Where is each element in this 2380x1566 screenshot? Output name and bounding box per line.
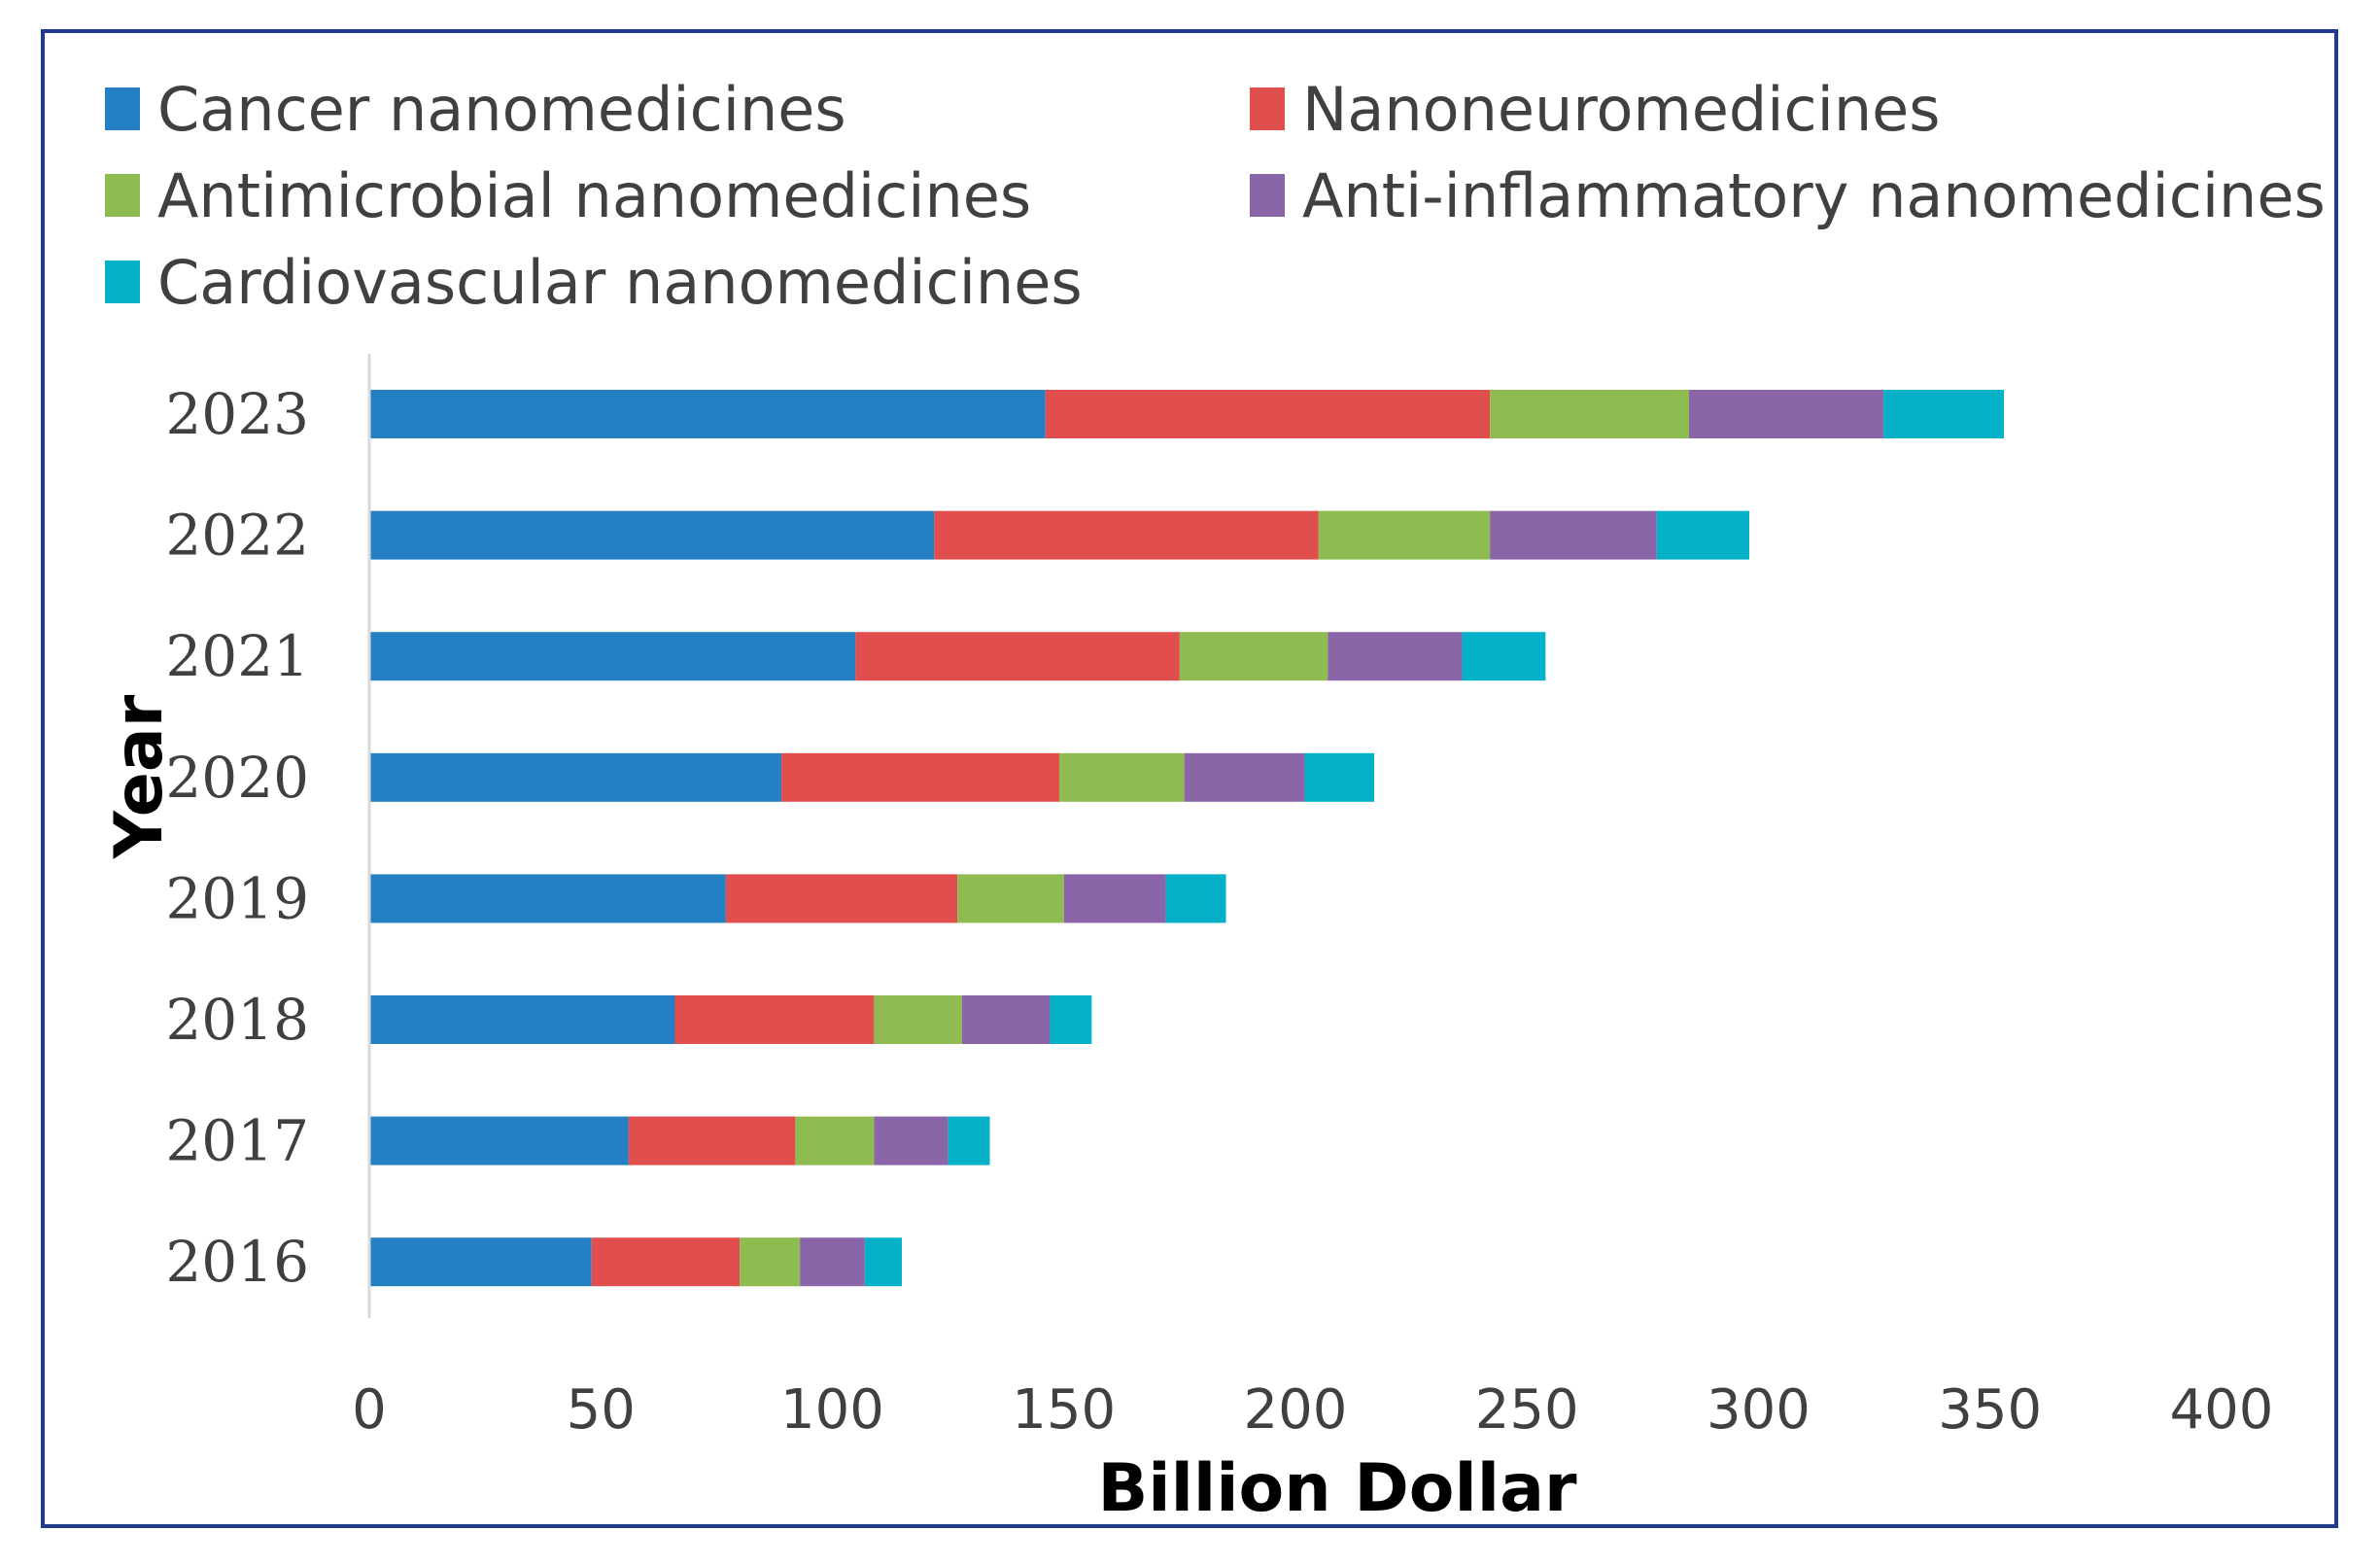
bar-segment: [1490, 510, 1657, 560]
legend-label: Antimicrobial nanomedicines: [157, 160, 1031, 231]
y-tick-label: 2023: [165, 381, 309, 447]
y-tick-label: 2021: [165, 623, 309, 689]
bar-segment: [369, 390, 1046, 438]
legend-swatch: [105, 261, 140, 303]
legend-item: Nanoneuromedicines: [1250, 74, 1941, 145]
bar-segment: [1328, 632, 1463, 681]
bar-segment: [1318, 510, 1491, 560]
bar-segment: [957, 874, 1064, 923]
bar-segment: [740, 1237, 801, 1287]
y-axis-ticks: 2016 2017 2018 2019 2020 2021 2022 2023: [165, 381, 309, 1295]
bar-segment: [591, 1237, 741, 1287]
x-tick-label: 200: [1244, 1378, 1348, 1442]
bar-segment: [725, 874, 958, 923]
bar-segment: [369, 874, 726, 923]
bar-segment: [795, 1116, 875, 1166]
y-tick-label: 2019: [165, 865, 309, 931]
bar-segment: [781, 752, 1059, 802]
legend-label: Anti-inflammatory nanomedicines: [1302, 160, 2326, 231]
bar-segment: [934, 510, 1319, 560]
bar-segment: [369, 1116, 629, 1166]
y-tick-label: 2022: [165, 503, 309, 569]
bar-segment: [948, 1116, 990, 1166]
x-tick-label: 300: [1707, 1378, 1811, 1442]
bar-group-2019: [369, 874, 1226, 923]
x-tick-label: 400: [2170, 1378, 2274, 1442]
bar-segment: [1304, 752, 1375, 802]
x-tick-label: 250: [1475, 1378, 1579, 1442]
bar-segment: [961, 995, 1051, 1044]
bar-segment: [369, 752, 782, 802]
bars: [369, 390, 2005, 1287]
y-tick-label: 2020: [165, 745, 309, 811]
x-tick-label: 0: [352, 1378, 387, 1442]
y-tick-label: 2018: [165, 987, 309, 1053]
bar-segment: [674, 995, 875, 1044]
legend-label: Cancer nanomedicines: [157, 74, 846, 145]
bar-segment: [1184, 752, 1305, 802]
x-tick-label: 150: [1012, 1378, 1116, 1442]
bar-segment: [369, 632, 856, 681]
legend-swatch: [1250, 87, 1285, 130]
legend-label: Cardiovascular nanomedicines: [157, 247, 1083, 318]
bar-segment: [1656, 510, 1749, 560]
legend-swatch: [105, 174, 140, 217]
legend-swatch: [105, 87, 140, 130]
legend: Cancer nanomedicines Nanoneuromedicines An…: [105, 74, 2326, 318]
y-tick-label: 2016: [165, 1229, 309, 1295]
x-tick-label: 350: [1938, 1378, 2042, 1442]
bar-segment: [1045, 390, 1491, 438]
chart-frame: Cancer nanomedicines Nanoneuromedicines An…: [41, 29, 2338, 1528]
bar-segment: [1490, 390, 1690, 438]
legend-label: Nanoneuromedicines: [1302, 74, 1941, 145]
bar-segment: [369, 995, 675, 1044]
legend-item: Cardiovascular nanomedicines: [105, 247, 1083, 318]
bar-segment: [1063, 874, 1166, 923]
bar-segment: [1058, 752, 1185, 802]
y-axis-title: Year: [101, 694, 178, 859]
legend-item: Anti-inflammatory nanomedicines: [1250, 160, 2326, 231]
legend-item: Cancer nanomedicines: [105, 74, 846, 145]
bar-segment: [1689, 390, 1884, 438]
x-tick-label: 100: [780, 1378, 884, 1442]
legend-item: Antimicrobial nanomedicines: [105, 160, 1031, 231]
x-tick-label: 50: [567, 1378, 636, 1442]
bar-group-2021: [369, 632, 1546, 681]
bar-segment: [1179, 632, 1328, 681]
legend-swatch: [1250, 174, 1285, 217]
bar-segment: [628, 1116, 796, 1166]
bar-group-2023: [369, 390, 2005, 438]
bar-segment: [874, 995, 962, 1044]
stacked-bar-chart: Cancer nanomedicines Nanoneuromedicines An…: [101, 74, 2326, 1527]
bar-segment: [864, 1237, 902, 1287]
bar-segment: [369, 1237, 592, 1287]
bar-segment: [1165, 874, 1226, 923]
bar-segment: [800, 1237, 865, 1287]
bar-group-2016: [369, 1237, 902, 1287]
y-tick-label: 2017: [165, 1108, 309, 1174]
x-axis-ticks: 0 50 100 150 200 250 300 350 400: [352, 1378, 2273, 1442]
x-axis-title: Billion Dollar: [1097, 1450, 1577, 1527]
bar-segment: [1462, 632, 1546, 681]
bar-group-2018: [369, 995, 1092, 1044]
bar-segment: [1050, 995, 1092, 1044]
bar-segment: [369, 510, 935, 560]
bar-segment: [855, 632, 1180, 681]
bar-segment: [1883, 390, 2005, 438]
bar-segment: [874, 1116, 949, 1166]
bar-group-2020: [369, 752, 1375, 802]
bar-group-2017: [369, 1116, 990, 1166]
bar-group-2022: [369, 510, 1749, 560]
